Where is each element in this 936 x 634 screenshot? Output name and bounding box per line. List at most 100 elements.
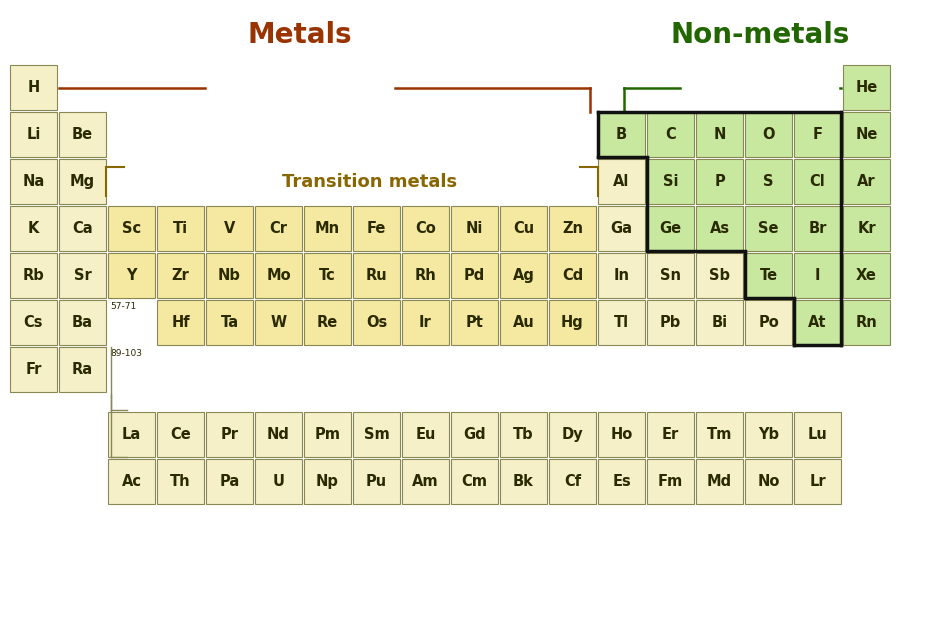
Bar [157,206,204,251]
Bar [598,112,645,157]
Text: Ti: Ti [173,221,188,236]
Text: Mg: Mg [70,174,95,189]
Text: Ru: Ru [366,268,388,283]
Text: Ba: Ba [72,315,93,330]
Text: Ir: Ir [419,315,431,330]
Bar [451,412,498,457]
Bar [353,300,400,345]
Text: I: I [814,268,820,283]
Bar [794,206,841,251]
Text: Li: Li [26,127,40,142]
Bar [843,159,890,204]
Bar [500,206,547,251]
Text: In: In [613,268,630,283]
Bar [745,159,792,204]
Text: Cf: Cf [563,474,581,489]
Text: Pt: Pt [465,315,483,330]
Bar [843,300,890,345]
Bar [451,300,498,345]
Bar [843,112,890,157]
Bar [647,412,694,457]
Bar [10,300,57,345]
Text: U: U [272,474,285,489]
Bar [206,459,253,504]
Text: 57-71: 57-71 [110,302,137,311]
Bar [500,300,547,345]
Text: Tc: Tc [319,268,336,283]
Text: Ra: Ra [72,362,93,377]
Text: Dy: Dy [562,427,583,442]
Text: Br: Br [809,221,826,236]
Bar [745,300,792,345]
Text: Ac: Ac [122,474,141,489]
Text: Hf: Hf [171,315,190,330]
Text: Nd: Nd [267,427,290,442]
Text: Se: Se [758,221,779,236]
Text: Ce: Ce [170,427,191,442]
Text: Mo: Mo [266,268,291,283]
Bar [794,412,841,457]
Bar [255,206,302,251]
Bar [255,300,302,345]
Bar [157,459,204,504]
Bar [647,300,694,345]
Bar [402,206,449,251]
Text: O: O [762,127,775,142]
Text: Sm: Sm [363,427,389,442]
Text: Rn: Rn [856,315,877,330]
Text: Es: Es [612,474,631,489]
Bar [206,253,253,298]
Bar [304,412,351,457]
Text: P: P [714,174,724,189]
Bar [647,206,694,251]
Bar [10,347,57,392]
Bar [843,65,890,110]
Text: Eu: Eu [416,427,435,442]
Text: Nb: Nb [218,268,241,283]
Text: Pr: Pr [221,427,239,442]
Text: Bk: Bk [513,474,534,489]
Text: Fm: Fm [658,474,683,489]
Bar [255,459,302,504]
Bar [108,253,155,298]
Bar [304,206,351,251]
Bar [402,459,449,504]
Text: Ag: Ag [513,268,534,283]
Text: Y: Y [126,268,137,283]
Bar [10,206,57,251]
Bar [59,159,106,204]
Bar [647,159,694,204]
Bar [647,112,694,157]
Text: Ar: Ar [857,174,876,189]
Bar [59,300,106,345]
Bar [647,459,694,504]
Bar [353,459,400,504]
Bar [10,253,57,298]
Text: Rh: Rh [415,268,436,283]
Bar [549,300,596,345]
Text: Xe: Xe [856,268,877,283]
Bar [402,253,449,298]
Text: Metals: Metals [248,21,352,49]
Bar [353,253,400,298]
Bar [696,300,743,345]
Text: Pb: Pb [660,315,681,330]
Text: Cd: Cd [562,268,583,283]
Text: At: At [809,315,826,330]
Text: Th: Th [170,474,191,489]
Bar [255,253,302,298]
Bar [647,253,694,298]
Bar [794,159,841,204]
Text: Pu: Pu [366,474,388,489]
Text: Po: Po [758,315,779,330]
Text: Kr: Kr [857,221,876,236]
Bar [745,253,792,298]
Bar [157,300,204,345]
Text: Am: Am [412,474,439,489]
Text: Re: Re [317,315,338,330]
Text: La: La [122,427,141,442]
Bar [59,112,106,157]
Text: Cl: Cl [810,174,826,189]
Text: Er: Er [662,427,680,442]
Bar [745,412,792,457]
